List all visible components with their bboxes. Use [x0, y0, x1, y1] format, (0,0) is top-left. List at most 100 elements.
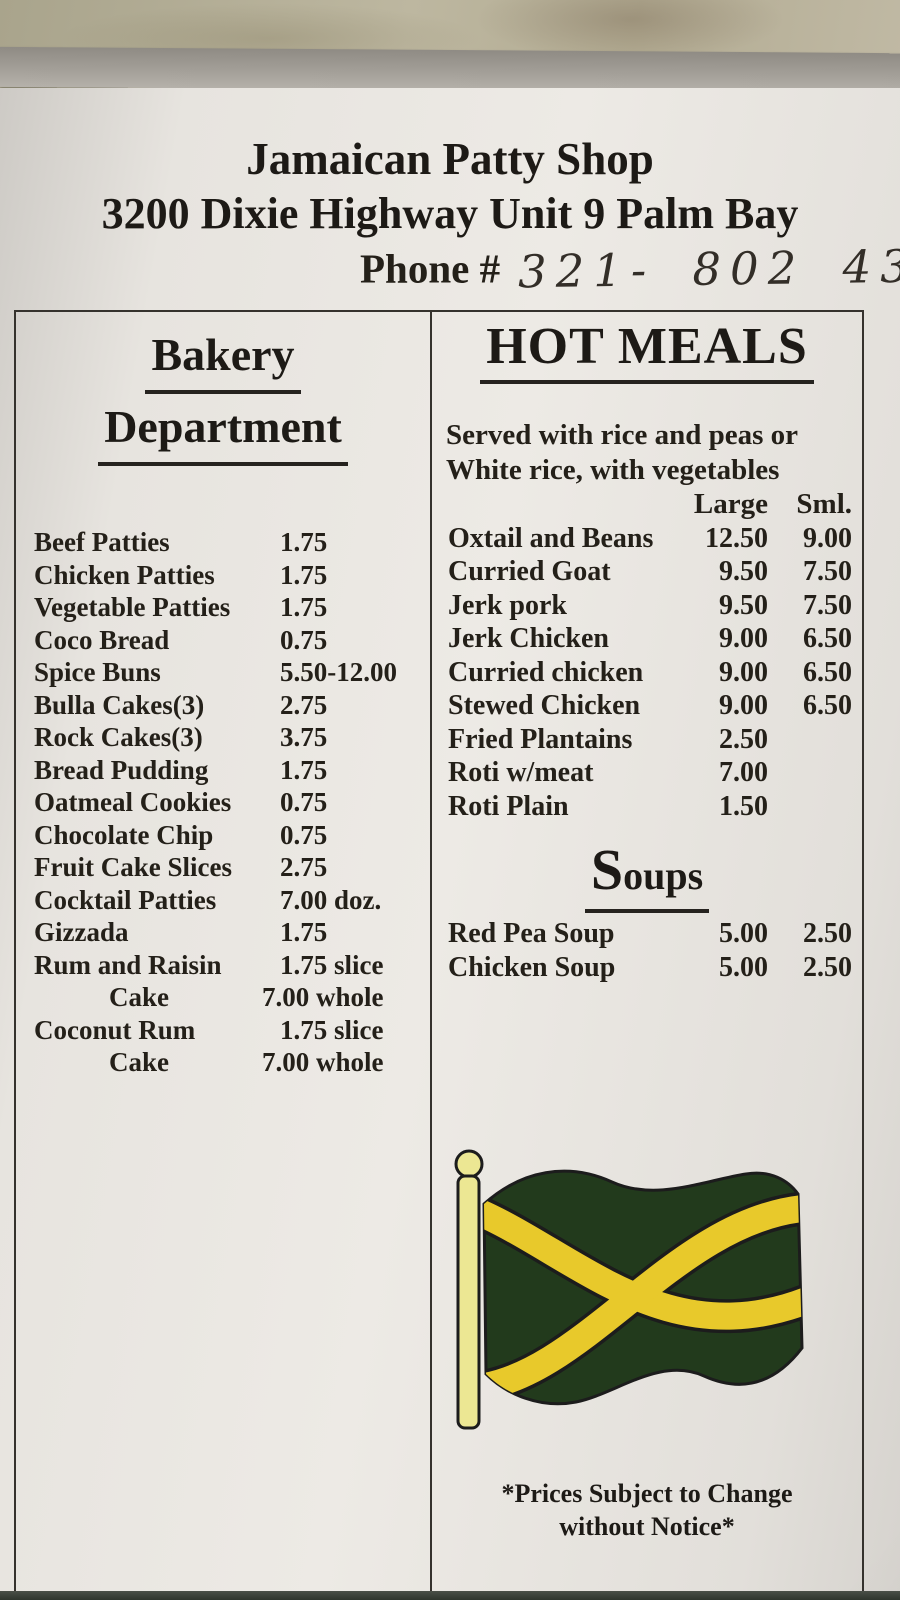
item-price-large: 1.50 — [719, 790, 768, 822]
bakery-title-line1: Bakery — [145, 322, 301, 394]
item-price: 1.75 — [280, 754, 328, 785]
item-price-large: 2.50 — [719, 723, 768, 755]
item-price-small: 6.50 — [803, 656, 852, 688]
item-price-small: 7.50 — [803, 556, 852, 587]
item-name: Coco Bread — [34, 624, 170, 655]
item-price: 1.75 slice — [280, 1014, 384, 1045]
menu-paper: Jamaican Patty Shop 3200 Dixie Highway U… — [0, 88, 900, 1600]
flag-saltire — [484, 1191, 802, 1404]
phone-label: Phone # — [360, 245, 501, 292]
bakery-item-row: Coco Bread 0.75 — [16, 624, 430, 657]
col-header-large: Large — [693, 488, 768, 520]
item-name: Coconut Rum — [34, 1014, 196, 1045]
item-price: 7.00 doz. — [280, 884, 382, 915]
item-price: 0.75 — [280, 787, 328, 817]
serving-note: Served with rice and peas or White rice,… — [432, 418, 862, 488]
item-price: 1.75 slice — [280, 949, 384, 980]
jamaican-flag-image — [454, 1149, 804, 1430]
hot-meal-item-row: Roti Plain 1.50 — [432, 790, 862, 824]
item-price-small: 7.50 — [803, 589, 852, 621]
bakery-item-row: Coconut Rum 1.75 slice — [16, 1014, 430, 1047]
item-name: Cake — [109, 982, 169, 1012]
soups-title: Soups — [432, 839, 862, 913]
item-name: Fried Plantains — [448, 723, 633, 755]
bakery-item-row: Cake 7.00 whole — [16, 1046, 430, 1079]
item-price: 1.75 — [280, 559, 328, 590]
serving-note-line2: White rice, with vegetables — [446, 454, 780, 486]
item-price-small: 2.50 — [803, 918, 852, 949]
price-change-note: *Prices Subject to Change without Notice… — [432, 1477, 862, 1543]
item-name: Cake — [109, 1047, 169, 1077]
item-price: 3.75 — [280, 722, 328, 752]
bakery-item-row: Beef Patties 1.75 — [16, 526, 430, 559]
item-price-small: 6.50 — [803, 690, 852, 721]
bakery-title: Bakery Department — [16, 322, 430, 466]
bakery-item-row: Vegetable Patties 1.75 — [16, 591, 430, 624]
bakery-item-row: Rum and Raisin 1.75 slice — [16, 949, 430, 982]
bakery-item-row: Fruit Cake Slices 2.75 — [16, 851, 430, 884]
bakery-item-row: Chocolate Chip 0.75 — [16, 819, 430, 852]
item-price-small — [768, 756, 852, 790]
phone-row: Phone # 321- 802 4323 — [0, 239, 900, 306]
item-name: Curried chicken — [448, 656, 644, 688]
item-price: 1.75 — [280, 592, 328, 622]
hot-meal-item-row: Oxtail and Beans 12.50 9.00 — [432, 522, 862, 556]
bakery-item-row: Bread Pudding 1.75 — [16, 754, 430, 787]
hot-meal-item-row: Curried Goat 9.50 7.50 — [432, 555, 862, 589]
item-price-large: 7.00 — [719, 757, 768, 788]
item-price-small — [768, 790, 852, 824]
flag-pole — [456, 1174, 481, 1430]
shop-name: Jamaican Patty Shop — [246, 134, 654, 184]
hot-meal-item-row: Jerk pork 9.50 7.50 — [432, 589, 862, 623]
note-line1: *Prices Subject to Change — [501, 1479, 793, 1508]
price-column-headers: Large Sml. — [432, 488, 862, 522]
item-name: Stewed Chicken — [448, 690, 641, 721]
item-price-large: 9.50 — [719, 556, 768, 587]
hot-meal-item-row: Roti w/meat 7.00 — [432, 756, 862, 790]
item-name: Roti w/meat — [448, 757, 594, 788]
item-name: Beef Patties — [34, 527, 170, 557]
item-price: 2.75 — [280, 689, 328, 720]
bakery-item-row: Chicken Patties 1.75 — [16, 559, 430, 592]
bakery-item-list: Beef Patties 1.75 Chicken Patties 1.75 V… — [16, 526, 430, 1079]
item-name: Jerk Chicken — [448, 623, 609, 654]
item-name: Chicken Soup — [448, 951, 616, 983]
item-price-large: 5.00 — [719, 951, 768, 983]
item-price-large: 9.50 — [719, 589, 768, 621]
bakery-item-row: Oatmeal Cookies 0.75 — [16, 786, 430, 819]
hot-meal-item-row: Curried chicken 9.00 6.50 — [432, 656, 862, 690]
soups-item-list: Red Pea Soup 5.00 2.50 Chicken Soup 5.00… — [432, 917, 862, 984]
item-name: Chicken Patties — [34, 559, 215, 590]
flag-pole-ball — [454, 1149, 484, 1179]
hot-meals-title-text: HOT MEALS — [480, 316, 814, 384]
item-price: 2.75 — [280, 852, 328, 882]
serving-note-line1: Served with rice and peas or — [446, 419, 798, 451]
item-price: 1.75 — [280, 917, 328, 947]
bakery-item-row: Gizzada 1.75 — [16, 916, 430, 949]
bakery-column: Bakery Department Beef Patties 1.75 Chic… — [16, 312, 432, 1600]
bakery-title-line2: Department — [98, 394, 348, 466]
item-name: Curried Goat — [448, 556, 611, 587]
soup-item-row: Red Pea Soup 5.00 2.50 — [432, 917, 862, 951]
menu-box: Bakery Department Beef Patties 1.75 Chic… — [14, 310, 864, 1600]
address-line: 3200 Dixie Highway Unit 9 Palm Bay — [101, 189, 799, 238]
item-price: 7.00 whole — [262, 982, 384, 1012]
bakery-item-row: Spice Buns 5.50-12.00 — [16, 656, 430, 689]
menu-sleeve-edge — [0, 46, 900, 94]
hot-meals-item-list: Oxtail and Beans 12.50 9.00 Curried Goat… — [432, 522, 862, 824]
hot-meals-column: HOT MEALS Served with rice and peas or W… — [432, 312, 862, 1600]
item-name: Oatmeal Cookies — [34, 787, 232, 817]
item-name: Oxtail and Beans — [448, 522, 654, 554]
item-name: Chocolate Chip — [34, 819, 214, 850]
col-header-small: Sml. — [796, 488, 852, 520]
item-name: Bulla Cakes(3) — [34, 689, 205, 720]
hot-meal-item-row: Jerk Chicken 9.00 6.50 — [432, 622, 862, 656]
item-price-large: 12.50 — [705, 522, 768, 554]
jamaican-flag — [444, 1142, 824, 1443]
item-price-small: 6.50 — [803, 623, 852, 654]
item-price: 5.50-12.00 — [280, 657, 397, 687]
note-line2: without Notice* — [559, 1512, 735, 1541]
item-name: Spice Buns — [34, 657, 161, 687]
item-price: 7.00 whole — [262, 1047, 384, 1077]
item-price: 0.75 — [280, 624, 328, 655]
